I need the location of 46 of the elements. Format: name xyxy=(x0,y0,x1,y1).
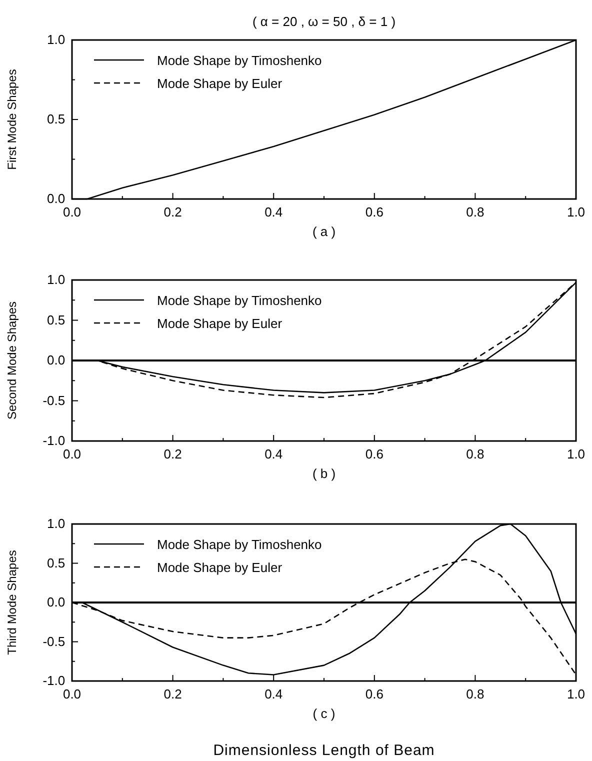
x-tick-label: 0.6 xyxy=(365,686,384,702)
line-series xyxy=(71,39,577,200)
y-axis-title: First Mode Shapes xyxy=(5,69,19,170)
y-tick-label: -1.0 xyxy=(42,433,66,448)
text: Dimensionless Length of Beam xyxy=(213,742,435,759)
x-tick-label: 0.8 xyxy=(466,204,484,220)
y-tick-label: 1.0 xyxy=(47,516,66,532)
x-axis-title: ( a ) xyxy=(312,224,336,239)
x-tick-label: 0.6 xyxy=(365,446,384,462)
x-tick-label: 0.8 xyxy=(466,446,484,462)
y-tick-label: -1.0 xyxy=(42,673,66,688)
y-axis-title: Second Mode Shapes xyxy=(5,301,19,420)
y-tick-label: 1.0 xyxy=(47,272,66,288)
x-tick-label: 0.0 xyxy=(62,446,82,462)
x-tick-label: 0.2 xyxy=(164,446,182,462)
x-tick-label: 0.4 xyxy=(264,686,283,702)
y-tick-label: -0.5 xyxy=(42,634,66,649)
legend-label: Mode Shape by Euler xyxy=(157,76,283,91)
x-tick-label: 0.4 xyxy=(264,204,283,220)
legend-label: Mode Shape by Timoshenko xyxy=(157,537,322,552)
x-tick-label: 0.6 xyxy=(365,204,384,220)
y-tick-label: 0.5 xyxy=(47,312,66,328)
x-tick-label: 0.4 xyxy=(264,446,283,462)
x-axis-title: ( b ) xyxy=(312,466,336,481)
x-tick-label: 1.0 xyxy=(566,446,586,462)
legend-label: Mode Shape by Euler xyxy=(157,560,283,575)
x-tick-label: 0.2 xyxy=(164,204,182,220)
x-tick-label: 0.8 xyxy=(466,686,484,702)
x-tick-label: 0.0 xyxy=(62,204,82,220)
y-tick-label: 0.0 xyxy=(47,191,66,206)
legend-label: Mode Shape by Timoshenko xyxy=(157,53,322,68)
y-axis-title: Third Mode Shapes xyxy=(5,550,19,655)
x-tick-label: 0.2 xyxy=(164,686,182,702)
legend-label: Mode Shape by Euler xyxy=(157,316,283,331)
y-tick-label: -0.5 xyxy=(42,392,66,408)
y-tick-label: 0.5 xyxy=(47,555,66,570)
y-tick-label: 0.0 xyxy=(47,352,66,368)
y-tick-label: 0.5 xyxy=(47,112,66,127)
x-tick-label: 0.0 xyxy=(62,686,82,702)
legend-label: Mode Shape by Timoshenko xyxy=(157,293,322,308)
x-axis-title: ( c ) xyxy=(312,706,336,721)
chart-title: ( α = 20 , ω = 50 , δ = 1 ) xyxy=(252,14,396,29)
y-tick-label: 1.0 xyxy=(47,32,66,48)
x-tick-label: 1.0 xyxy=(566,686,586,702)
y-tick-label: 0.0 xyxy=(47,594,66,610)
x-tick-label: 1.0 xyxy=(566,204,586,220)
